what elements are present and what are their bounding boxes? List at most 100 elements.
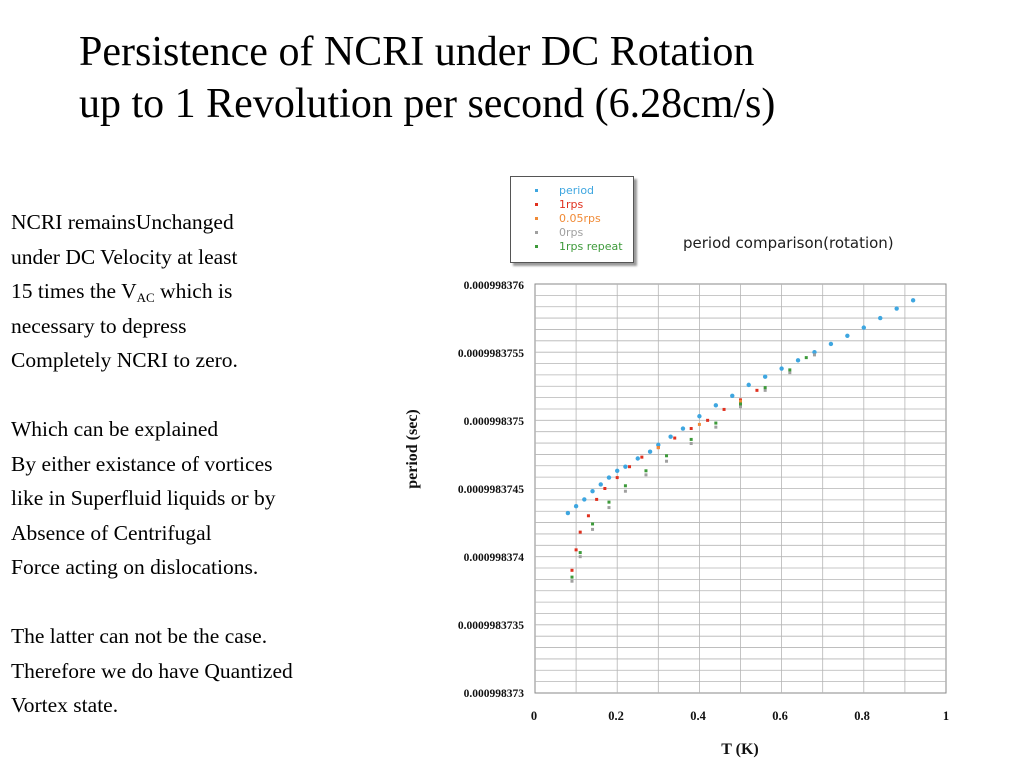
series-1rps-repeat-point: [591, 522, 595, 526]
y-tick-label: 0.000998373: [463, 688, 524, 700]
series-1rps-point: [595, 497, 599, 501]
legend-marker: [535, 189, 538, 192]
body-line: Vortex state.: [11, 693, 119, 717]
series-1rps-repeat-point: [689, 437, 693, 441]
series-1rps-repeat-point: [623, 484, 627, 488]
body-line: like in Superfluid liquids or by: [11, 486, 276, 510]
series-period-point: [615, 468, 620, 473]
body-line: NCRI remainsUnchanged: [11, 210, 234, 234]
series-period-point: [573, 504, 579, 509]
series-period-point: [812, 349, 817, 355]
series-period-point: [878, 315, 883, 321]
body-line-part: which is: [154, 279, 233, 303]
series-period-point: [861, 325, 866, 330]
y-axis-label: period (sec): [404, 409, 421, 489]
subscript-ac: AC: [136, 290, 155, 305]
series-1rps-point: [640, 455, 644, 459]
series-1rps-point: [574, 548, 578, 552]
series-period-point: [565, 510, 571, 516]
series-0-05rps-point: [697, 422, 701, 426]
legend-item-0rps: 0rps: [511, 226, 631, 240]
series-period-point: [730, 393, 735, 398]
y-tick-label: 0.0009983745: [457, 484, 524, 496]
series-0rps-point: [623, 489, 627, 493]
body-line: necessary to depress: [11, 313, 187, 338]
x-tick-label: 1: [942, 709, 950, 723]
series-1rps-point: [722, 407, 726, 411]
series-period-point: [582, 497, 587, 502]
legend-item-period: period: [511, 184, 631, 198]
body-line: Force acting on dislocations.: [11, 555, 259, 579]
series-period-point: [635, 456, 640, 461]
y-tick-label: 0.000998374: [463, 552, 524, 564]
series-1rps-repeat-point: [570, 575, 574, 579]
series-0rps-point: [578, 555, 582, 559]
series-0rps-point: [607, 506, 611, 510]
legend-label: 1rps: [559, 198, 584, 211]
legend-marker: [535, 203, 538, 206]
series-0rps-point: [665, 459, 669, 463]
chart-legend: period 1rps 0.05rps 0rps 1rps repeat: [510, 176, 634, 263]
series-1rps-point: [578, 530, 582, 534]
series-1rps-point: [689, 427, 693, 431]
series-period-point: [606, 475, 612, 480]
body-line: under DC Velocity at least: [11, 244, 238, 269]
series-1rps-point: [586, 514, 590, 518]
body-line-vac: 15 times the VAC which is: [11, 274, 391, 309]
slide-title-line-1: Persistence of NCRI under DC Rotation: [79, 29, 755, 75]
body-line: Completely NCRI to zero.: [11, 348, 238, 372]
series-1rps-point: [755, 388, 759, 392]
body-line: By either existance of vortices: [11, 451, 273, 476]
x-tick-label: 0.4: [690, 709, 706, 723]
series-period-point: [762, 374, 768, 379]
series-period-point: [590, 489, 595, 494]
body-line-part: 15 times the V: [11, 279, 137, 303]
legend-label: period: [559, 184, 595, 197]
series-0rps-point: [739, 405, 742, 409]
legend-label: 0.05rps: [559, 212, 601, 225]
series-period-point: [668, 434, 673, 439]
legend-item-1rps-repeat: 1rps repeat: [511, 240, 631, 254]
series-1rps-repeat-point: [804, 356, 808, 360]
series-1rps-repeat-point: [763, 386, 767, 390]
series-0rps-point: [788, 371, 792, 375]
legend-marker: [535, 217, 538, 220]
series-period-point: [910, 298, 916, 303]
series-period-point: [647, 449, 653, 454]
series-0rps-point: [689, 442, 693, 446]
legend-marker: [535, 245, 538, 248]
chart-title: period comparison(rotation): [683, 234, 894, 252]
x-axis-label: T (K): [721, 741, 759, 758]
legend-label: 0rps: [559, 226, 584, 239]
body-line: Therefore we do have Quantized: [11, 658, 293, 683]
series-1rps-point: [570, 568, 574, 572]
series-0rps-point: [812, 353, 816, 357]
series-1rps-point: [615, 476, 619, 480]
series-0rps-point: [591, 527, 595, 531]
series-period-point: [746, 382, 751, 388]
slide-body-text: NCRI remainsUnchanged under DC Velocity …: [11, 205, 391, 723]
slide-title: Persistence of NCRI under DC Rotation up…: [79, 26, 999, 130]
series-0rps-point: [644, 473, 648, 477]
series-0rps-point: [714, 425, 718, 429]
y-tick-label: 0.000998375: [463, 416, 524, 428]
body-line: Which can be explained: [11, 417, 219, 441]
series-1rps-point: [673, 436, 677, 440]
x-tick-label: 0.6: [772, 709, 788, 723]
series-0rps-point: [763, 388, 767, 392]
series-1rps-repeat-point: [607, 500, 611, 504]
series-1rps-repeat-point: [644, 469, 648, 473]
series-0-05rps-point: [739, 399, 742, 403]
series-1rps-repeat-point: [739, 402, 742, 406]
series-1rps-point: [706, 418, 710, 422]
series-period-point: [697, 414, 702, 419]
slide-title-line-2: up to 1 Revolution per second (6.28cm/s): [79, 81, 776, 127]
series-1rps-point: [628, 465, 632, 469]
series-1rps-point: [603, 487, 607, 490]
series-0rps-point: [570, 579, 574, 583]
series-period-point: [623, 464, 628, 469]
series-1rps-repeat-point: [788, 368, 792, 372]
body-line: Absence of Centrifugal: [11, 520, 212, 545]
y-tick-label: 0.0009983755: [457, 348, 524, 360]
